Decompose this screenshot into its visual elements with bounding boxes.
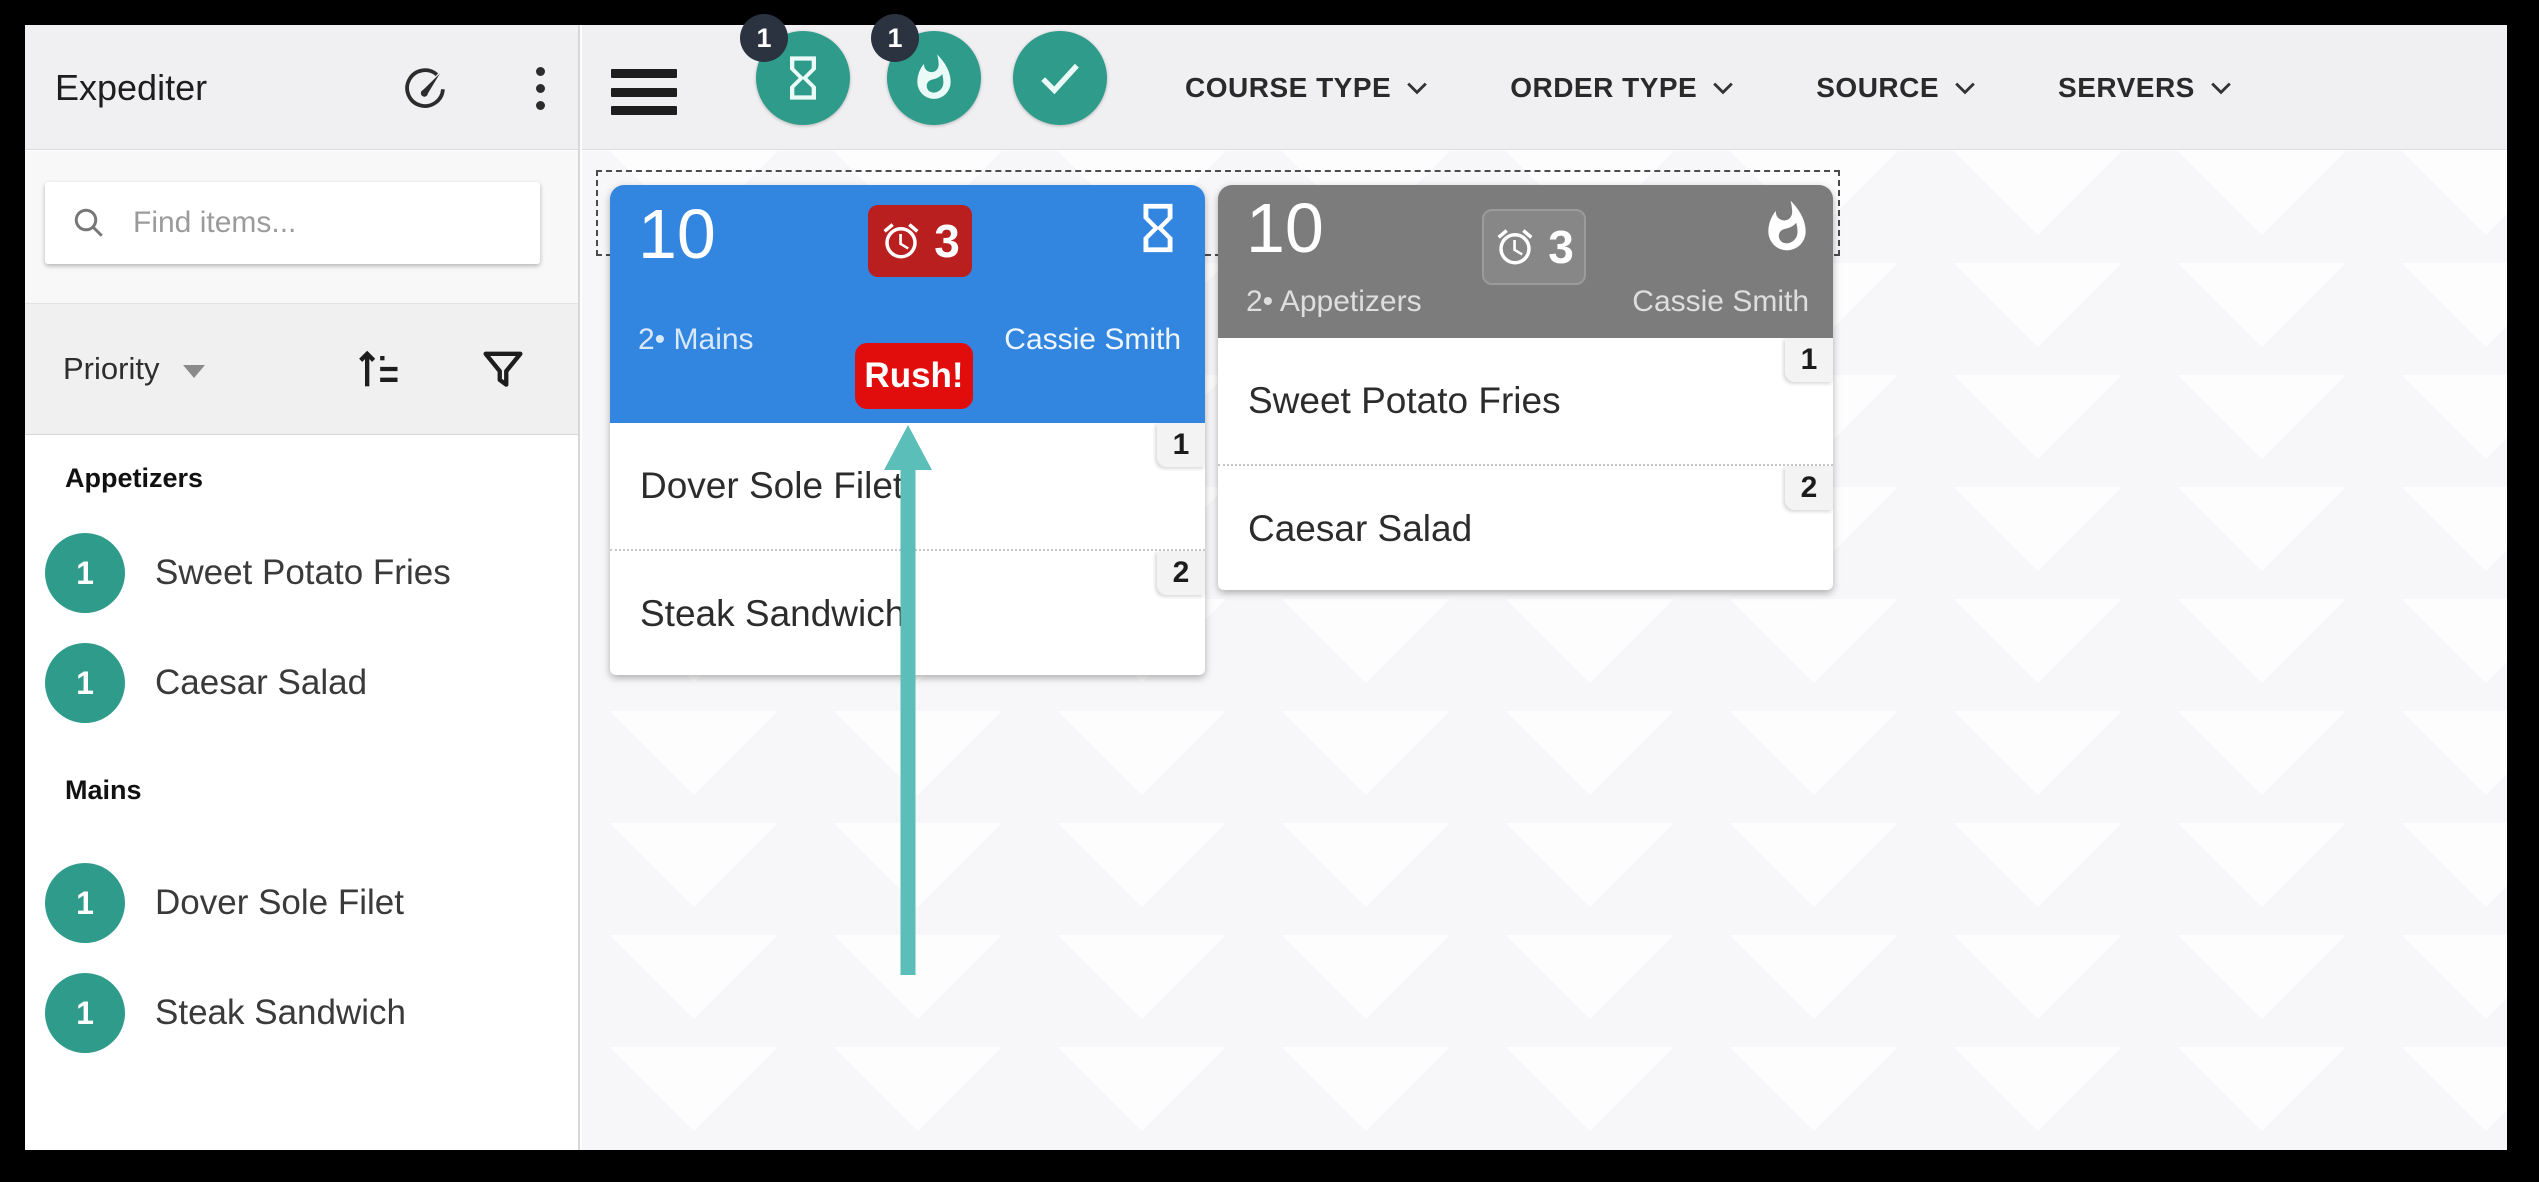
- order-item-row[interactable]: 2 Steak Sandwich: [610, 549, 1205, 675]
- check-icon: [1041, 63, 1079, 95]
- sidebar-item-caesar-salad[interactable]: 1 Caesar Salad: [25, 628, 580, 738]
- server-name: Cassie Smith: [1004, 323, 1181, 356]
- sidebar-item-steak-sandwich[interactable]: 1 Steak Sandwich: [25, 958, 580, 1068]
- order-item-row[interactable]: 2 Caesar Salad: [1218, 464, 1833, 590]
- ticket-number: 10: [638, 195, 716, 273]
- source-dropdown[interactable]: SOURCE: [1816, 72, 1976, 104]
- toolbar: 1 1 COURSE TYPE ORDER TYPE: [582, 14, 2507, 150]
- sidebar-sort-bar: Priority: [25, 303, 578, 435]
- item-name: Sweet Potato Fries: [1248, 380, 1561, 421]
- servers-dropdown[interactable]: SERVERS: [2058, 72, 2232, 104]
- item-name: Sweet Potato Fries: [155, 553, 451, 592]
- group-header-mains: Mains: [65, 775, 142, 805]
- sidebar-item-list: Appetizers 1 Sweet Potato Fries 1 Caesar…: [25, 436, 578, 1150]
- item-name: Caesar Salad: [155, 663, 368, 702]
- search-input[interactable]: [133, 206, 540, 240]
- speed-gauge-icon[interactable]: [400, 63, 450, 113]
- kebab-menu-icon[interactable]: [520, 63, 560, 113]
- item-qty-badge: 1: [45, 863, 125, 943]
- item-qty-badge: 1: [45, 643, 125, 723]
- group-header-appetizers: Appetizers: [65, 463, 204, 493]
- order-card-header[interactable]: 10 3 2• Mains Cassie Smith Rush!: [610, 185, 1205, 423]
- item-qty-badge: 1: [45, 533, 125, 613]
- sidebar-item-dover-sole-filet[interactable]: 1 Dover Sole Filet: [25, 848, 580, 958]
- flame-icon: [917, 54, 951, 99]
- page-title: Expediter: [55, 67, 208, 108]
- chevron-down-icon: [1407, 82, 1428, 94]
- item-qty-tab: 2: [1785, 466, 1833, 510]
- course-type-dropdown[interactable]: COURSE TYPE: [1185, 72, 1428, 104]
- item-name: Dover Sole Filet: [155, 883, 404, 922]
- expediter-app: Expediter Priority: [25, 14, 2507, 1150]
- order-item-row[interactable]: 1 Sweet Potato Fries: [1218, 338, 1833, 464]
- sort-by-dropdown[interactable]: Priority: [63, 351, 160, 386]
- filter-icon[interactable]: [475, 342, 531, 398]
- order-card-appetizers[interactable]: 10 3 2• Appetizers Cassie Smith 1 Sweet …: [1218, 185, 1833, 590]
- timer-count: 3: [934, 215, 960, 267]
- order-card-header[interactable]: 10 3 2• Appetizers Cassie Smith: [1218, 185, 1833, 338]
- order-type-dropdown[interactable]: ORDER TYPE: [1510, 72, 1734, 104]
- sidebar-item-sweet-potato-fries[interactable]: 1 Sweet Potato Fries: [25, 518, 580, 628]
- order-item-row[interactable]: 1 Dover Sole Filet: [610, 423, 1205, 549]
- item-qty-tab: 1: [1785, 338, 1833, 382]
- timer-badge: 3: [1482, 209, 1586, 285]
- course-summary: 2• Appetizers: [1246, 285, 1422, 318]
- sidebar: Expediter Priority: [25, 25, 580, 1150]
- item-qty-tab: 2: [1157, 551, 1205, 595]
- server-name: Cassie Smith: [1632, 285, 1809, 318]
- hourglass-icon: [1143, 203, 1173, 253]
- chevron-down-icon: [1955, 82, 1975, 94]
- order-card-mains[interactable]: 10 3 2• Mains Cassie Smith Rush! 1 Dover: [610, 185, 1205, 675]
- ticket-number: 10: [1246, 189, 1324, 267]
- sort-caret-icon[interactable]: [183, 365, 205, 378]
- filter-dropdown-row: COURSE TYPE ORDER TYPE SOURCE SERVERS: [1185, 25, 2232, 150]
- order-items: 1 Sweet Potato Fries 2 Caesar Salad: [1218, 338, 1833, 590]
- chevron-down-icon: [1713, 82, 1734, 94]
- item-name: Steak Sandwich: [640, 593, 906, 634]
- item-name: Steak Sandwich: [155, 993, 406, 1032]
- flame-icon: [1768, 200, 1806, 251]
- item-qty-badge: 1: [45, 973, 125, 1053]
- item-name: Dover Sole Filet: [640, 465, 904, 506]
- search-box[interactable]: [45, 182, 540, 264]
- chevron-down-icon: [2211, 82, 2231, 94]
- fire-count-badge: 1: [871, 14, 919, 62]
- timer-badge: 3: [868, 205, 972, 277]
- hamburger-menu-icon[interactable]: [611, 69, 677, 115]
- course-summary: 2• Mains: [638, 323, 754, 356]
- item-name: Caesar Salad: [1248, 508, 1473, 549]
- orders-board: 10 3 2• Mains Cassie Smith Rush! 1 Dover: [582, 151, 2507, 1150]
- item-qty-tab: 1: [1157, 423, 1205, 467]
- complete-all-button[interactable]: [1013, 31, 1107, 125]
- sidebar-search-section: [25, 151, 578, 303]
- search-icon: [74, 208, 103, 237]
- timer-count: 3: [1548, 221, 1574, 273]
- hourglass-icon: [790, 56, 816, 100]
- order-items: 1 Dover Sole Filet 2 Steak Sandwich: [610, 423, 1205, 675]
- rush-badge: Rush!: [855, 343, 973, 409]
- sidebar-header: Expediter: [25, 25, 578, 150]
- alarm-clock-icon: [1497, 229, 1533, 265]
- sort-order-icon[interactable]: [350, 342, 406, 398]
- delayed-count-badge: 1: [740, 14, 788, 62]
- alarm-clock-icon: [883, 223, 919, 259]
